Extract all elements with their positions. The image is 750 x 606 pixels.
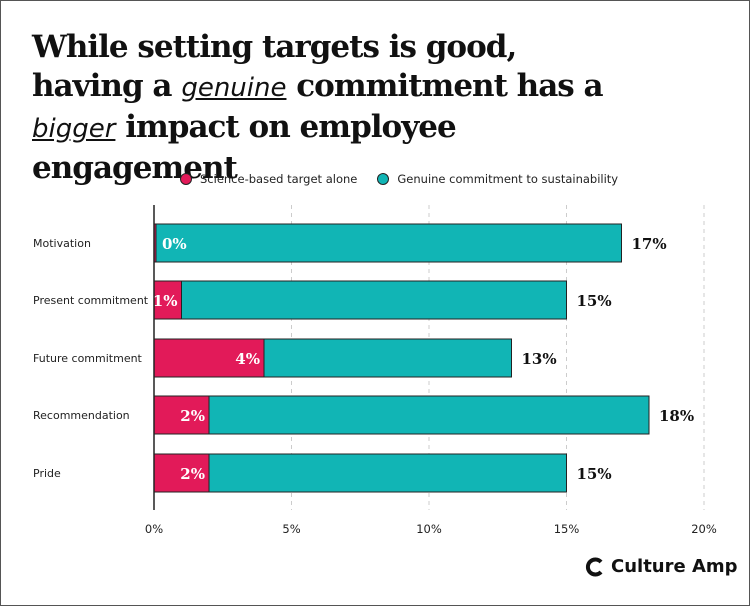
bar-value-label: 2%	[180, 407, 205, 425]
legend-swatch	[180, 173, 192, 185]
culture-amp-logo-icon	[585, 557, 603, 576]
bar-value-label: 17%	[632, 235, 667, 253]
logo-text: Culture Amp	[611, 556, 738, 577]
bar-genuine-commitment	[263, 338, 512, 378]
legend-swatch	[377, 173, 390, 185]
category-label: Future commitment	[33, 352, 143, 365]
bar-value-label: 18%	[659, 407, 694, 425]
title-text: commitment has a	[286, 68, 603, 104]
bar-value-label: 4%	[235, 350, 260, 368]
bar-genuine-commitment	[208, 453, 567, 493]
legend-item: Science-based target alone	[180, 172, 357, 186]
legend-label: Science-based target alone	[200, 172, 358, 186]
title-text: While setting targets is good, having a	[32, 29, 517, 104]
bar-value-label: 1%	[153, 292, 178, 310]
legend: Science-based target alone Genuine commi…	[180, 172, 618, 186]
title-emphasis: bigger	[32, 114, 116, 144]
title-text: impact on employee engagement	[32, 109, 457, 186]
x-tick-label: 20%	[691, 522, 717, 536]
x-tick-label: 15%	[554, 522, 580, 536]
x-tick-label: 5%	[282, 522, 300, 536]
bar-value-label: 0%	[162, 235, 187, 253]
bar-genuine-commitment	[208, 395, 650, 435]
x-tick-label: 0%	[145, 522, 163, 536]
bar-value-label: 2%	[180, 465, 205, 483]
legend-label: Genuine commitment to sustainability	[397, 172, 619, 186]
bar-value-label: 13%	[522, 350, 557, 368]
bar-genuine-commitment	[181, 280, 567, 320]
bar-value-label: 15%	[577, 465, 612, 483]
category-label: Pride	[33, 467, 61, 480]
bar-science-target	[153, 338, 265, 378]
bar-genuine-commitment	[153, 223, 622, 263]
chart-title: While setting targets is good, having a …	[32, 28, 632, 188]
logo: Culture Amp	[585, 556, 738, 577]
category-label: Motivation	[33, 237, 91, 250]
bar-value-label: 15%	[577, 292, 612, 310]
legend-item: Genuine commitment to sustainability	[377, 172, 618, 186]
bar-science-target	[153, 280, 182, 320]
category-label: Recommendation	[33, 409, 130, 422]
title-emphasis: genuine	[181, 73, 287, 103]
x-tick-label: 10%	[416, 522, 442, 536]
category-label: Present commitment	[33, 294, 149, 307]
bar-science-target	[153, 395, 210, 435]
